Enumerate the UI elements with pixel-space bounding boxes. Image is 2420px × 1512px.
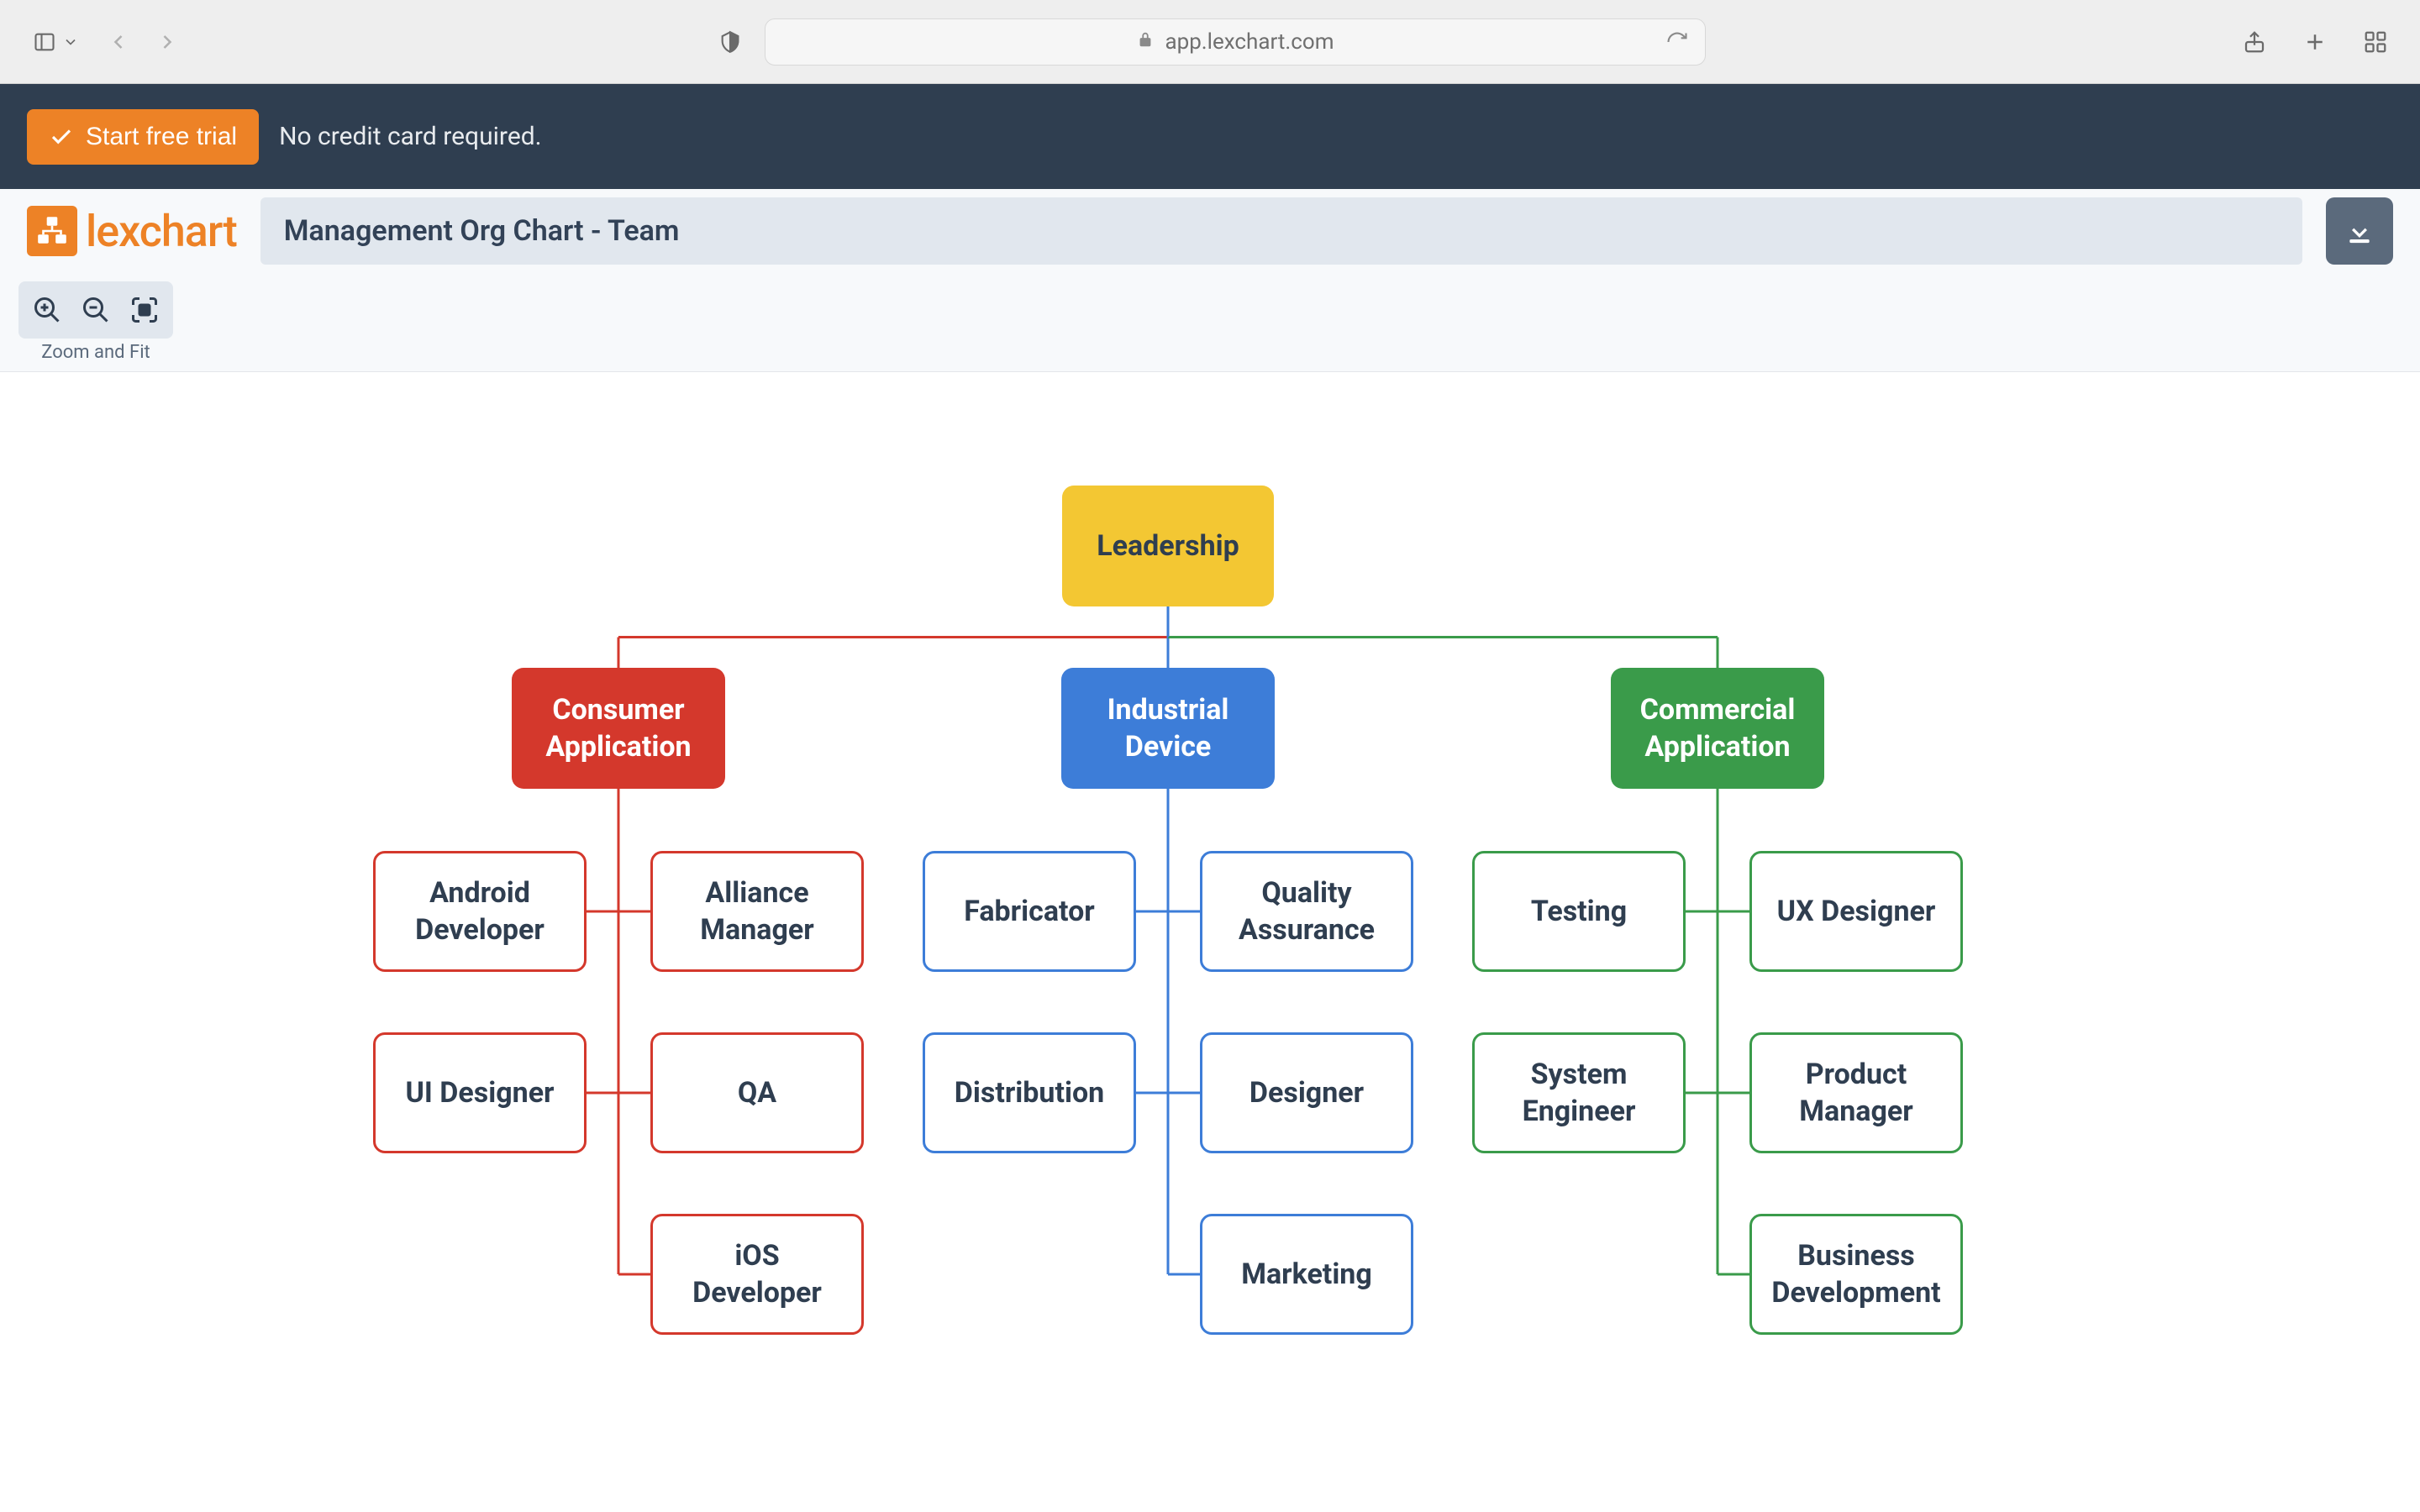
chrome-right-controls: [2240, 28, 2390, 56]
fit-button[interactable]: [121, 286, 168, 333]
chart-canvas[interactable]: Leadership Consumer Application Android De…: [0, 372, 2420, 1498]
zoom-out-icon: [81, 295, 111, 325]
browser-chrome: app.lexchart.com: [0, 0, 2420, 84]
org-node[interactable]: Distribution: [923, 1032, 1136, 1153]
zoom-in-button[interactable]: [24, 286, 71, 333]
org-node[interactable]: Business Development: [1749, 1214, 1963, 1335]
url-text: app.lexchart.com: [1165, 29, 1334, 55]
sidebar-toggle[interactable]: [30, 28, 79, 56]
nav-arrows: [104, 28, 182, 56]
download-button[interactable]: [2326, 197, 2393, 265]
org-node[interactable]: Quality Assurance: [1200, 851, 1413, 972]
chrome-left-controls: [30, 28, 182, 56]
zoom-group: Zoom and Fit: [18, 281, 173, 363]
org-node[interactable]: QA: [650, 1032, 864, 1153]
download-icon: [2343, 214, 2376, 248]
reload-icon[interactable]: [1663, 28, 1691, 56]
lock-icon: [1136, 30, 1155, 54]
org-node[interactable]: iOS Developer: [650, 1214, 864, 1335]
zoom-out-button[interactable]: [72, 286, 119, 333]
privacy-shield-icon[interactable]: [716, 28, 744, 56]
sidebar-icon: [30, 28, 59, 56]
fit-icon: [129, 295, 160, 325]
logo[interactable]: lexchart: [27, 206, 237, 257]
chevron-down-icon: [62, 28, 79, 56]
promo-bar: Start free trial No credit card required…: [0, 84, 2420, 189]
zoom-label: Zoom and Fit: [41, 342, 150, 363]
org-node[interactable]: Product Manager: [1749, 1032, 1963, 1153]
check-icon: [49, 124, 74, 150]
forward-button[interactable]: [153, 28, 182, 56]
org-node[interactable]: Commercial Application: [1611, 668, 1824, 789]
address-bar[interactable]: app.lexchart.com: [765, 18, 1706, 66]
logo-mark-icon: [27, 206, 77, 256]
trial-button-label: Start free trial: [86, 123, 237, 151]
new-tab-icon[interactable]: [2301, 28, 2329, 56]
zoom-in-icon: [32, 295, 62, 325]
share-icon[interactable]: [2240, 28, 2269, 56]
chart-title-input[interactable]: Management Org Chart - Team: [260, 197, 2302, 265]
org-node[interactable]: Industrial Device: [1061, 668, 1275, 789]
org-node[interactable]: Marketing: [1200, 1214, 1413, 1335]
org-node[interactable]: System Engineer: [1472, 1032, 1686, 1153]
org-node[interactable]: Android Developer: [373, 851, 587, 972]
app-header: lexchart Management Org Chart - Team: [0, 189, 2420, 273]
promo-text: No credit card required.: [279, 122, 542, 151]
chart-title-text: Management Org Chart - Team: [284, 214, 680, 248]
org-node[interactable]: UX Designer: [1749, 851, 1963, 972]
toolbar: Zoom and Fit: [0, 273, 2420, 372]
org-node[interactable]: Leadership: [1062, 486, 1274, 606]
zoom-buttons: [18, 281, 173, 339]
tab-overview-icon[interactable]: [2361, 28, 2390, 56]
org-node[interactable]: Fabricator: [923, 851, 1136, 972]
chrome-center: app.lexchart.com: [197, 18, 2225, 66]
org-node[interactable]: UI Designer: [373, 1032, 587, 1153]
logo-text: lexchart: [86, 206, 237, 257]
org-node[interactable]: Testing: [1472, 851, 1686, 972]
back-button[interactable]: [104, 28, 133, 56]
org-node[interactable]: Consumer Application: [512, 668, 725, 789]
org-node[interactable]: Alliance Manager: [650, 851, 864, 972]
org-node[interactable]: Designer: [1200, 1032, 1413, 1153]
start-trial-button[interactable]: Start free trial: [27, 109, 259, 165]
